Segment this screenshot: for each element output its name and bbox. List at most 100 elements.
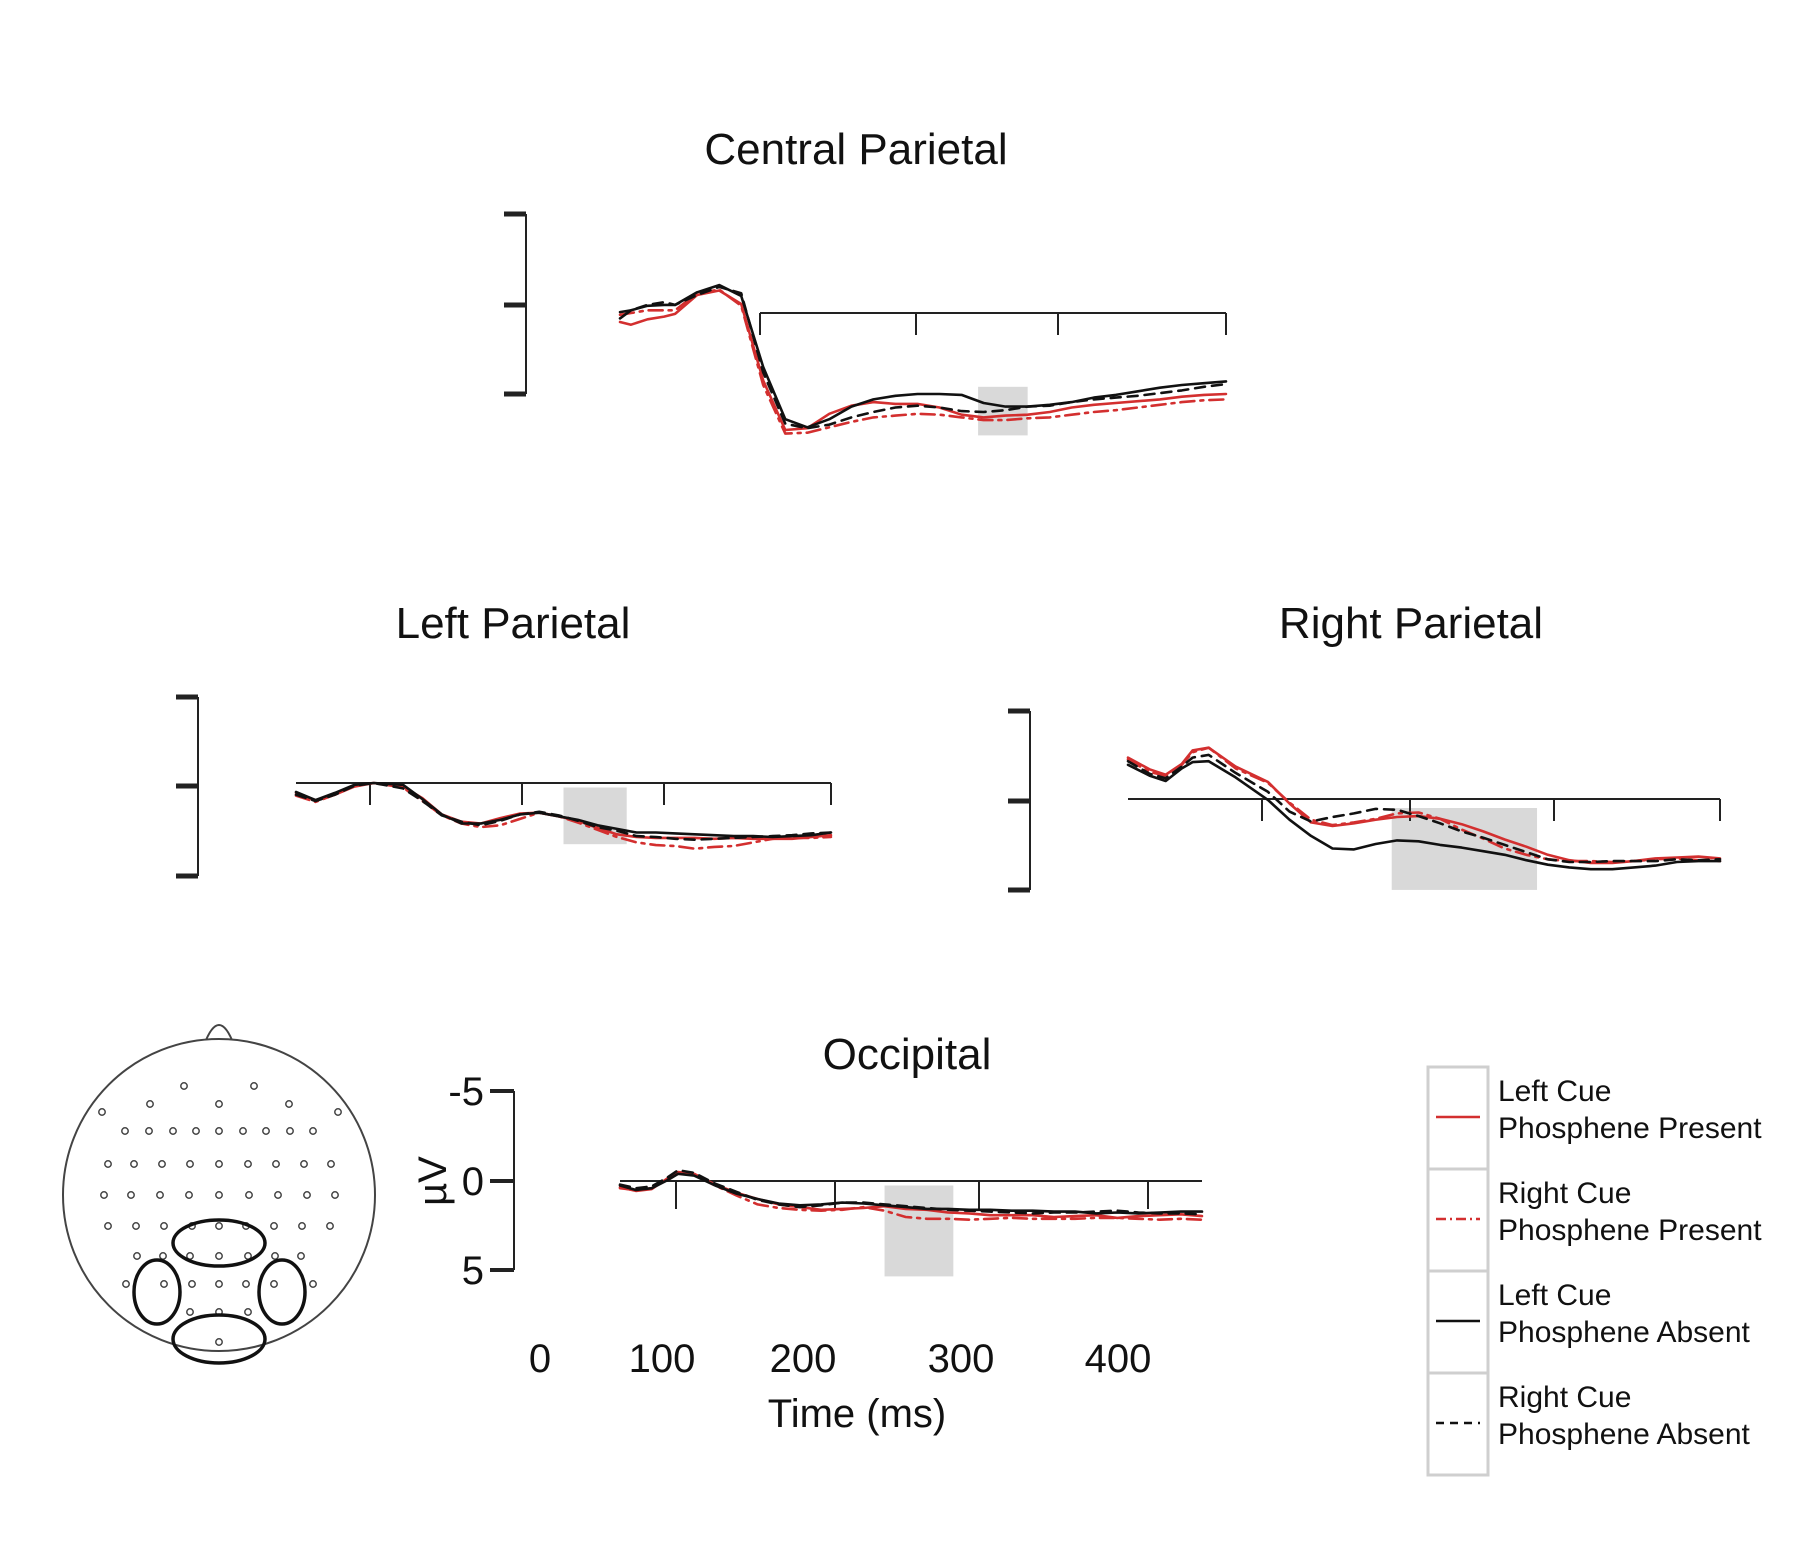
electrode-15: [309, 1127, 317, 1135]
legend-label-3-line1: Right Cue: [1498, 1381, 1631, 1414]
electrode-49: [297, 1252, 305, 1260]
electrode-3: [215, 1100, 223, 1108]
electrode-13: [262, 1127, 270, 1135]
electrode-26: [127, 1191, 135, 1199]
electrode-9: [169, 1127, 177, 1135]
electrode-18: [158, 1160, 166, 1168]
x-tick-label-3: 300: [928, 1337, 995, 1381]
electrode-59: [244, 1308, 252, 1316]
y-tick-label-0: -5: [448, 1070, 484, 1114]
legend-label-3-line2: Phosphene Absent: [1498, 1418, 1751, 1451]
y-tick-label-1: 0: [462, 1160, 484, 1204]
right-parietal-series-4: [1126, 753, 1722, 864]
electrode-51: [160, 1280, 168, 1288]
central-parietal-series-1: [618, 289, 1228, 432]
electrode-7: [121, 1127, 129, 1135]
electrode-17: [130, 1160, 138, 1168]
central-parietal-series-3: [618, 283, 1228, 429]
y-axis-label: µV: [411, 1156, 455, 1206]
occipital-title: Occipital: [823, 1030, 992, 1079]
right-parietal-series-2: [1126, 746, 1722, 864]
electrode-16: [104, 1160, 112, 1168]
electrode-25: [100, 1191, 108, 1199]
electrode-8: [145, 1127, 153, 1135]
electrode-4: [285, 1100, 293, 1108]
electrode-0: [180, 1082, 188, 1090]
x-tick-label-0: 0: [529, 1337, 551, 1381]
electrode-38: [215, 1222, 223, 1230]
electrode-1: [250, 1082, 258, 1090]
electrode-23: [300, 1160, 308, 1168]
electrode-10: [192, 1127, 200, 1135]
occipital-series-4: [618, 1168, 1204, 1216]
electrode-33: [331, 1191, 339, 1199]
electrode-14: [286, 1127, 294, 1135]
left-parietal-title: Left Parietal: [396, 599, 631, 648]
electrode-32: [303, 1191, 311, 1199]
scalp-outline: [62, 1038, 376, 1352]
right-parietal-series-3: [1126, 759, 1722, 871]
occipital-series-3: [618, 1172, 1204, 1215]
electrode-24: [327, 1160, 335, 1168]
left-parietal-series-2: [294, 781, 833, 851]
legend-label-0-line2: Phosphene Present: [1498, 1112, 1762, 1145]
roi-occipital: [171, 1313, 267, 1365]
left-parietal-series-4: [294, 781, 833, 842]
legend: Left Cue Phosphene Present Right Cue Phosph…: [1426, 1065, 1762, 1477]
left-parietal-highlight-window: [563, 787, 627, 845]
electrode-40: [270, 1222, 278, 1230]
electrode-48: [271, 1252, 279, 1260]
legend-label-2-line1: Left Cue: [1498, 1279, 1611, 1312]
electrode-31: [274, 1191, 282, 1199]
axes-layer: [176, 211, 1721, 1272]
legend-label-0-line1: Left Cue: [1498, 1075, 1611, 1108]
electrode-57: [186, 1308, 194, 1316]
electrode-27: [156, 1191, 164, 1199]
electrode-20: [215, 1160, 223, 1168]
x-axis-label: Time (ms): [768, 1392, 946, 1436]
electrode-35: [132, 1222, 140, 1230]
central-parietal-series-2: [618, 288, 1228, 435]
electrode-12: [239, 1127, 247, 1135]
electrode-5: [98, 1108, 106, 1116]
roi-left-parietal: [132, 1258, 182, 1326]
electrode-2: [146, 1100, 154, 1108]
electrode-41: [298, 1222, 306, 1230]
electrode-55: [270, 1280, 278, 1288]
nose-outline: [203, 1024, 235, 1046]
highlight-layer: [563, 386, 1538, 1277]
electrode-43: [133, 1252, 141, 1260]
central-parietal-title: Central Parietal: [704, 125, 1007, 174]
x-tick-label-1: 100: [629, 1337, 696, 1381]
roi-central-parietal: [171, 1218, 267, 1268]
electrode-29: [215, 1191, 223, 1199]
legend-label-2-line2: Phosphene Absent: [1498, 1316, 1751, 1349]
electrode-34: [104, 1222, 112, 1230]
central-parietal-series-4: [618, 285, 1228, 430]
legend-label-1-line1: Right Cue: [1498, 1177, 1631, 1210]
x-tick-label-2: 200: [770, 1337, 837, 1381]
electrode-56: [309, 1280, 317, 1288]
electrode-52: [188, 1280, 196, 1288]
electrode-53: [215, 1280, 223, 1288]
electrode-50: [122, 1280, 130, 1288]
text-layer: Central Parietal Left Parietal Right Parie…: [396, 125, 1543, 1436]
electrode-montage-icon: [62, 1024, 376, 1365]
waveform-layer: [294, 283, 1722, 1221]
electrode-11: [215, 1127, 223, 1135]
electrode-22: [272, 1160, 280, 1168]
electrode-6: [334, 1108, 342, 1116]
x-tick-label-4: 400: [1085, 1337, 1152, 1381]
electrode-21: [244, 1160, 252, 1168]
electrode-36: [160, 1222, 168, 1230]
electrode-42: [326, 1222, 334, 1230]
y-tick-label-2: 5: [462, 1249, 484, 1293]
roi-right-parietal: [257, 1258, 307, 1326]
electrode-19: [186, 1160, 194, 1168]
legend-label-1-line2: Phosphene Present: [1498, 1214, 1762, 1247]
electrode-28: [185, 1191, 193, 1199]
right-parietal-title: Right Parietal: [1279, 599, 1543, 648]
electrode-54: [242, 1280, 250, 1288]
electrode-30: [245, 1191, 253, 1199]
